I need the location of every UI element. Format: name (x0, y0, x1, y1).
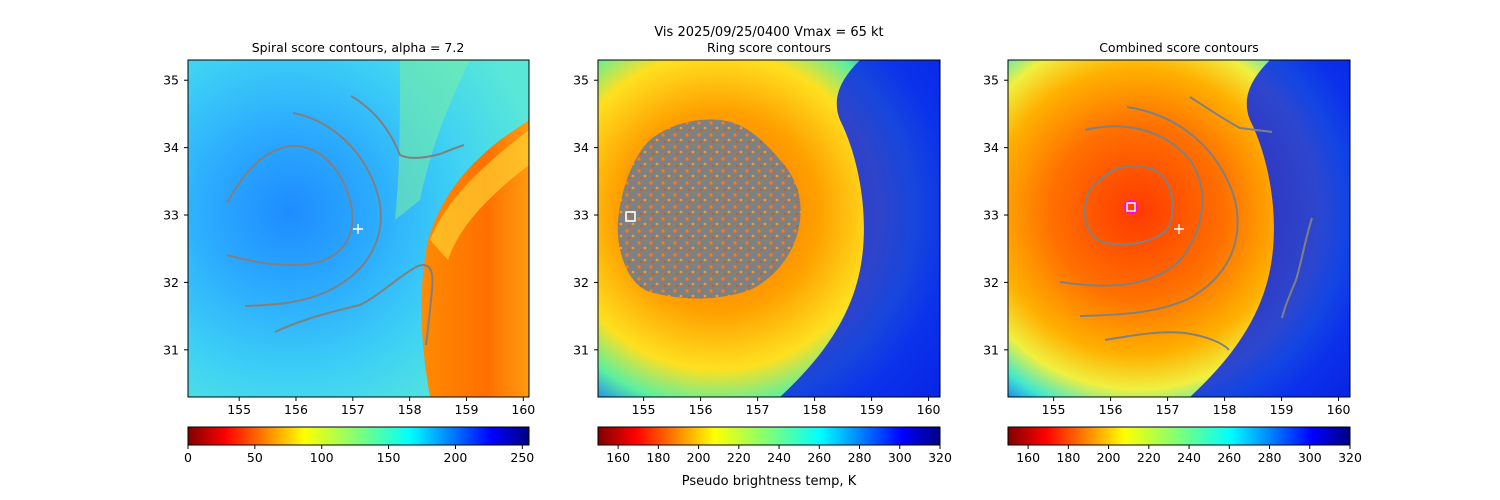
axes-frame (597, 59, 941, 398)
x-tick-label: 158 (398, 402, 422, 417)
green-rim (395, 60, 470, 220)
x-tick-label: 160 (511, 402, 535, 417)
contour-line (244, 112, 382, 307)
colorbar-tick-label: 260 (1217, 450, 1241, 465)
x-tick-label: 160 (1327, 402, 1351, 417)
contour-line (1104, 331, 1230, 351)
center-marker (1174, 224, 1184, 234)
colorbar: 0 50 100 150 200 250 (184, 426, 534, 465)
y-tick-label: 35 (983, 73, 999, 88)
colorbar-tick-label: 200 (687, 450, 711, 465)
panel-spiral: Spiral score contours, alpha = 7.2 155 15… (163, 40, 535, 465)
y-tick-label: 35 (573, 73, 589, 88)
colorbar-tick-label: 220 (727, 450, 751, 465)
y-tick-label: 32 (163, 275, 179, 290)
combined-contours (1059, 96, 1313, 351)
ring-marker (625, 211, 636, 222)
x-tick-label: 155 (227, 402, 251, 417)
contour-line (1189, 96, 1273, 133)
cold-band (421, 120, 529, 397)
panel-title: Ring score contours (707, 40, 831, 55)
axes-frame (187, 59, 530, 398)
x-tick-label: 160 (917, 402, 941, 417)
axes-frame (1007, 59, 1351, 398)
colorbar-tick-label: 280 (1258, 450, 1282, 465)
x-tick-label: 155 (632, 402, 656, 417)
colorbar-tick-label: 320 (928, 450, 952, 465)
colorbar: 160 180 200 220 240 260 280 300 320 (1007, 426, 1362, 465)
contour-line (226, 144, 354, 267)
colorbar-tick-label: 240 (767, 450, 791, 465)
colorbar-tick-label: 200 (444, 450, 468, 465)
y-tick-label: 31 (983, 342, 999, 357)
contour-line (1079, 106, 1239, 317)
colorbar-gradient (1007, 426, 1351, 446)
ring-score-region (617, 119, 801, 299)
x-tick-label: 158 (1213, 402, 1237, 417)
y-tick-label: 34 (573, 140, 589, 155)
contour-line (350, 95, 465, 159)
colorbar-tick-label: 50 (247, 450, 263, 465)
x-tick-label: 158 (803, 402, 827, 417)
x-tick-label: 159 (860, 402, 884, 417)
contour-line (1083, 165, 1174, 246)
y-tick-label: 32 (983, 275, 999, 290)
y-tick-label: 35 (163, 73, 179, 88)
colorbar-tick-label: 300 (1298, 450, 1322, 465)
colorbar-tick-label: 200 (1097, 450, 1121, 465)
y-tick-label: 34 (163, 140, 179, 155)
y-tick-label: 32 (573, 275, 589, 290)
y-tick-label: 34 (983, 140, 999, 155)
figure-suptitle: Vis 2025/09/25/0400 Vmax = 65 kt (654, 25, 883, 40)
y-tick-label: 33 (983, 208, 999, 223)
colorbar-label: Pseudo brightness temp, K (682, 474, 857, 489)
panel-title: Spiral score contours, alpha = 7.2 (252, 40, 465, 55)
colorbar-tick-label: 160 (1016, 450, 1040, 465)
y-tick-label: 33 (163, 208, 179, 223)
x-tick-label: 157 (1156, 402, 1180, 417)
x-tick-label: 159 (1270, 402, 1294, 417)
colorbar-tick-label: 300 (888, 450, 912, 465)
spiral-contours (226, 95, 465, 346)
colorbar-tick-label: 150 (377, 450, 401, 465)
colorbar-tick-label: 240 (1177, 450, 1201, 465)
colorbar-tick-label: 280 (848, 450, 872, 465)
colorbar-tick-label: 160 (606, 450, 630, 465)
colorbar-tick-label: 0 (184, 450, 192, 465)
colorbar-tick-label: 100 (310, 450, 334, 465)
colorbar-gradient (597, 426, 941, 446)
x-tick-label: 156 (284, 402, 308, 417)
cold-band-edge (430, 130, 529, 260)
colorbar-tick-label: 260 (807, 450, 831, 465)
best-fit-marker (1124, 200, 1138, 214)
colorbar-tick-label: 220 (1137, 450, 1161, 465)
best-fit-marker-inner (1126, 202, 1136, 212)
colorbar-tick-label: 320 (1338, 450, 1362, 465)
x-tick-label: 155 (1042, 402, 1066, 417)
contour-line (1281, 217, 1313, 319)
panel-title: Combined score contours (1099, 40, 1259, 55)
panel-ring: Ring score contours 155 156 157 158 159 160 31… (573, 40, 952, 489)
x-tick-label: 156 (1099, 402, 1123, 417)
x-tick-label: 157 (341, 402, 365, 417)
colorbar: 160 180 200 220 240 260 280 300 320 (597, 426, 952, 465)
colorbar-tick-label: 180 (1056, 450, 1080, 465)
colorbar-tick-label: 250 (510, 450, 534, 465)
y-tick-label: 31 (573, 342, 589, 357)
contour-line (274, 264, 434, 346)
colorbar-gradient (187, 426, 530, 446)
y-tick-label: 33 (573, 208, 589, 223)
y-tick-label: 31 (163, 342, 179, 357)
panel-combined: Combined score contours 155 156 157 158 159 1… (983, 40, 1362, 465)
x-tick-label: 156 (689, 402, 713, 417)
contour-line (1059, 125, 1204, 287)
center-marker (353, 224, 363, 234)
colorbar-tick-label: 180 (646, 450, 670, 465)
x-tick-label: 159 (455, 402, 479, 417)
cold-cloud-region (780, 60, 940, 397)
x-tick-label: 157 (746, 402, 770, 417)
cold-cloud-region (1190, 60, 1350, 397)
